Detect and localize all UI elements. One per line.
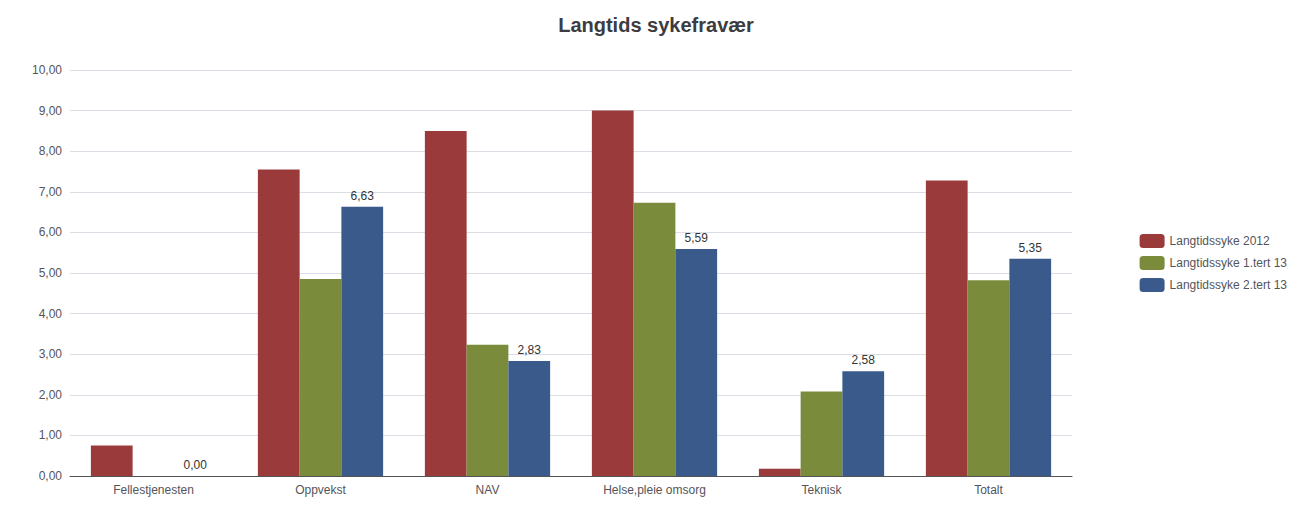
svg-text:8,00: 8,00 <box>39 144 63 158</box>
svg-text:Langtidssyke 2012: Langtidssyke 2012 <box>1170 234 1270 248</box>
svg-text:Langtidssyke 1.tert 13: Langtidssyke 1.tert 13 <box>1170 256 1288 270</box>
svg-text:Helse,pleie omsorg: Helse,pleie omsorg <box>603 483 706 497</box>
svg-text:2,00: 2,00 <box>39 388 63 402</box>
svg-text:0,00: 0,00 <box>184 458 208 472</box>
svg-text:Langtids sykefravær: Langtids sykefravær <box>558 14 754 36</box>
svg-text:Langtidssyke 2.tert 13: Langtidssyke 2.tert 13 <box>1170 278 1288 292</box>
svg-text:9,00: 9,00 <box>39 104 63 118</box>
svg-text:7,00: 7,00 <box>39 185 63 199</box>
svg-text:4,00: 4,00 <box>39 307 63 321</box>
svg-text:NAV: NAV <box>476 483 500 497</box>
svg-text:10,00: 10,00 <box>32 63 62 77</box>
svg-text:5,00: 5,00 <box>39 266 63 280</box>
svg-text:5,35: 5,35 <box>1019 241 1043 255</box>
svg-text:6,00: 6,00 <box>39 225 63 239</box>
svg-text:Totalt: Totalt <box>974 483 1003 497</box>
svg-text:2,58: 2,58 <box>852 353 876 367</box>
svg-text:Oppvekst: Oppvekst <box>295 483 346 497</box>
svg-text:3,00: 3,00 <box>39 347 63 361</box>
svg-text:2,83: 2,83 <box>518 343 542 357</box>
svg-text:Fellestjenesten: Fellestjenesten <box>113 483 194 497</box>
svg-text:Teknisk: Teknisk <box>801 483 842 497</box>
svg-text:5,59: 5,59 <box>685 231 709 245</box>
svg-text:1,00: 1,00 <box>39 428 63 442</box>
svg-text:0,00: 0,00 <box>39 469 63 483</box>
svg-text:6,63: 6,63 <box>351 189 375 203</box>
